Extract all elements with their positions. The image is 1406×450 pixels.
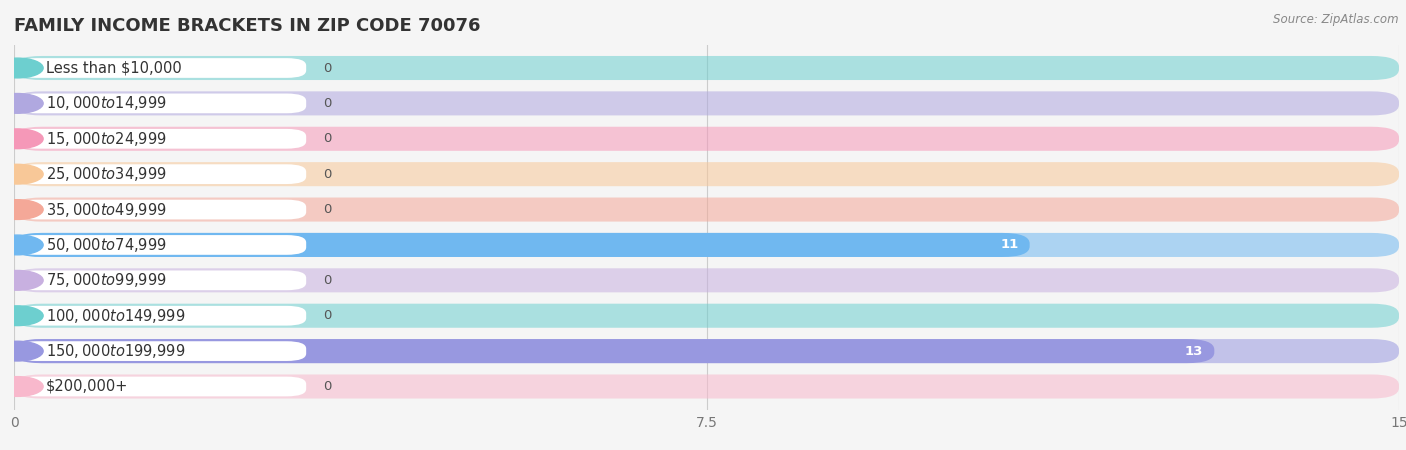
- Circle shape: [0, 58, 44, 78]
- FancyBboxPatch shape: [17, 306, 307, 326]
- FancyBboxPatch shape: [14, 233, 1399, 257]
- Text: 0: 0: [323, 97, 332, 110]
- Text: $25,000 to $34,999: $25,000 to $34,999: [46, 165, 166, 183]
- FancyBboxPatch shape: [14, 339, 1399, 363]
- Text: 13: 13: [1185, 345, 1204, 358]
- Circle shape: [0, 235, 44, 255]
- FancyBboxPatch shape: [14, 268, 1399, 292]
- Circle shape: [0, 270, 44, 290]
- FancyBboxPatch shape: [14, 339, 1215, 363]
- Text: $200,000+: $200,000+: [46, 379, 128, 394]
- FancyBboxPatch shape: [14, 91, 1399, 115]
- FancyBboxPatch shape: [14, 56, 1399, 80]
- FancyBboxPatch shape: [17, 58, 307, 78]
- FancyBboxPatch shape: [17, 94, 307, 113]
- Text: $10,000 to $14,999: $10,000 to $14,999: [46, 94, 166, 112]
- Circle shape: [0, 164, 44, 184]
- Circle shape: [0, 341, 44, 361]
- Circle shape: [0, 377, 44, 396]
- Text: 0: 0: [323, 380, 332, 393]
- FancyBboxPatch shape: [14, 198, 1399, 221]
- Circle shape: [0, 200, 44, 220]
- Text: $75,000 to $99,999: $75,000 to $99,999: [46, 271, 166, 289]
- Circle shape: [0, 129, 44, 148]
- FancyBboxPatch shape: [17, 164, 307, 184]
- Text: $150,000 to $199,999: $150,000 to $199,999: [46, 342, 186, 360]
- FancyBboxPatch shape: [14, 233, 1029, 257]
- FancyBboxPatch shape: [17, 235, 307, 255]
- FancyBboxPatch shape: [17, 270, 307, 290]
- FancyBboxPatch shape: [14, 374, 1399, 399]
- Text: Less than $10,000: Less than $10,000: [46, 60, 181, 76]
- Text: 0: 0: [323, 274, 332, 287]
- Text: $35,000 to $49,999: $35,000 to $49,999: [46, 201, 166, 219]
- Text: 0: 0: [323, 62, 332, 75]
- Circle shape: [0, 94, 44, 113]
- FancyBboxPatch shape: [14, 304, 1399, 328]
- Text: $50,000 to $74,999: $50,000 to $74,999: [46, 236, 166, 254]
- Text: 0: 0: [323, 168, 332, 180]
- Text: 0: 0: [323, 309, 332, 322]
- Text: 11: 11: [1000, 238, 1018, 252]
- Text: Source: ZipAtlas.com: Source: ZipAtlas.com: [1274, 14, 1399, 27]
- Text: $15,000 to $24,999: $15,000 to $24,999: [46, 130, 166, 148]
- FancyBboxPatch shape: [17, 341, 307, 361]
- Circle shape: [0, 306, 44, 326]
- Text: FAMILY INCOME BRACKETS IN ZIP CODE 70076: FAMILY INCOME BRACKETS IN ZIP CODE 70076: [14, 17, 481, 35]
- FancyBboxPatch shape: [17, 129, 307, 148]
- Text: $100,000 to $149,999: $100,000 to $149,999: [46, 307, 186, 325]
- FancyBboxPatch shape: [17, 377, 307, 396]
- Text: 0: 0: [323, 132, 332, 145]
- Text: 0: 0: [323, 203, 332, 216]
- FancyBboxPatch shape: [17, 200, 307, 220]
- FancyBboxPatch shape: [14, 127, 1399, 151]
- FancyBboxPatch shape: [14, 162, 1399, 186]
